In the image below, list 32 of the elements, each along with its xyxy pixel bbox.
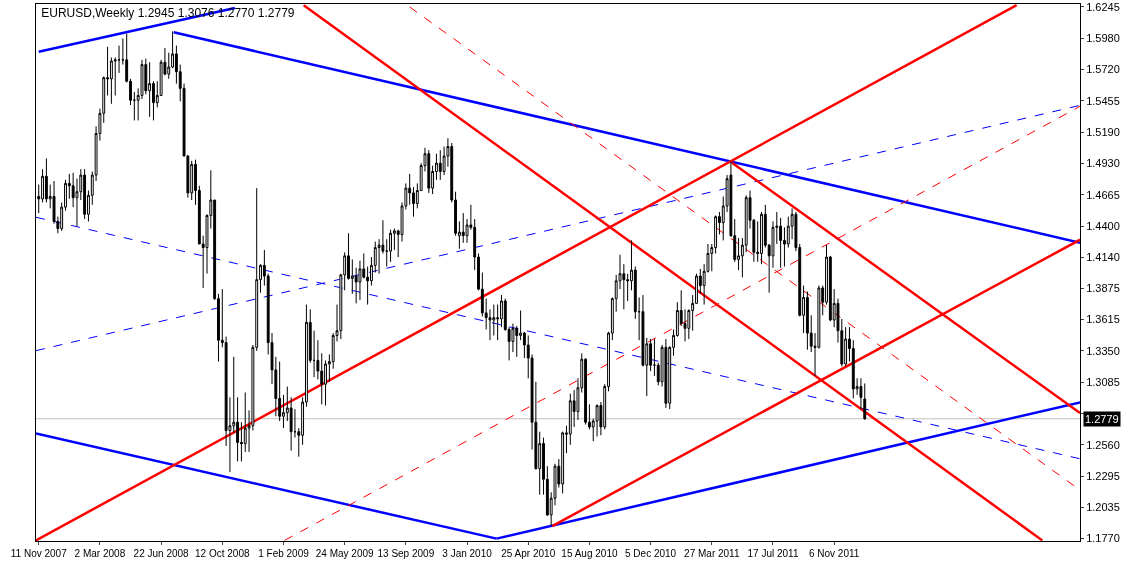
y-tick-label: 1.5980 [1086, 32, 1120, 45]
y-tick-label: 1.3350 [1086, 344, 1120, 357]
y-tick-label: 1.2035 [1086, 500, 1120, 513]
y-tick-label: 1.3615 [1086, 313, 1120, 326]
x-tick-label: 17 Jul 2011 [747, 548, 799, 559]
x-tick-label: 22 Jun 2008 [133, 548, 190, 559]
y-tick-label: 1.4665 [1086, 188, 1120, 201]
x-tick-label: 5 Dec 2010 [625, 548, 677, 559]
y-tick-label: 1.4930 [1086, 157, 1120, 170]
y-tick-label: 1.4400 [1086, 220, 1120, 233]
y-tick-label: 1.5190 [1086, 126, 1120, 139]
y-tick-label: 1.3085 [1086, 376, 1120, 389]
x-tick-label: 3 Jan 2010 [442, 548, 493, 559]
x-tick-label: 27 Mar 2011 [684, 548, 740, 559]
x-tick-label: 6 Nov 2011 [808, 548, 860, 559]
x-tick-label: 2 Mar 2008 [74, 548, 126, 559]
x-tick-label: 15 Aug 2010 [561, 548, 618, 559]
x-tick-label: 12 Oct 2008 [195, 548, 250, 559]
x-tick-label: 1 Feb 2009 [258, 548, 310, 559]
x-tick-label: 24 May 2009 [315, 548, 375, 559]
y-tick-label: 1.5720 [1086, 63, 1120, 76]
y-tick-label: 1.2560 [1086, 438, 1120, 451]
y-tick-label: 1.2295 [1086, 470, 1120, 483]
y-tick-label: 1.6245 [1086, 0, 1120, 13]
x-tick-label: 11 Nov 2007 [10, 548, 68, 559]
y-tick-label: 1.5455 [1086, 94, 1120, 107]
x-tick-label: 25 Apr 2010 [501, 548, 556, 559]
ref-line-label: 1.2779 [1085, 413, 1119, 425]
y-tick-label: 1.1770 [1086, 532, 1120, 545]
x-tick-label: 13 Sep 2009 [377, 548, 435, 559]
y-tick-label: 1.3875 [1086, 282, 1120, 295]
y-tick-label: 1.4140 [1086, 250, 1120, 263]
